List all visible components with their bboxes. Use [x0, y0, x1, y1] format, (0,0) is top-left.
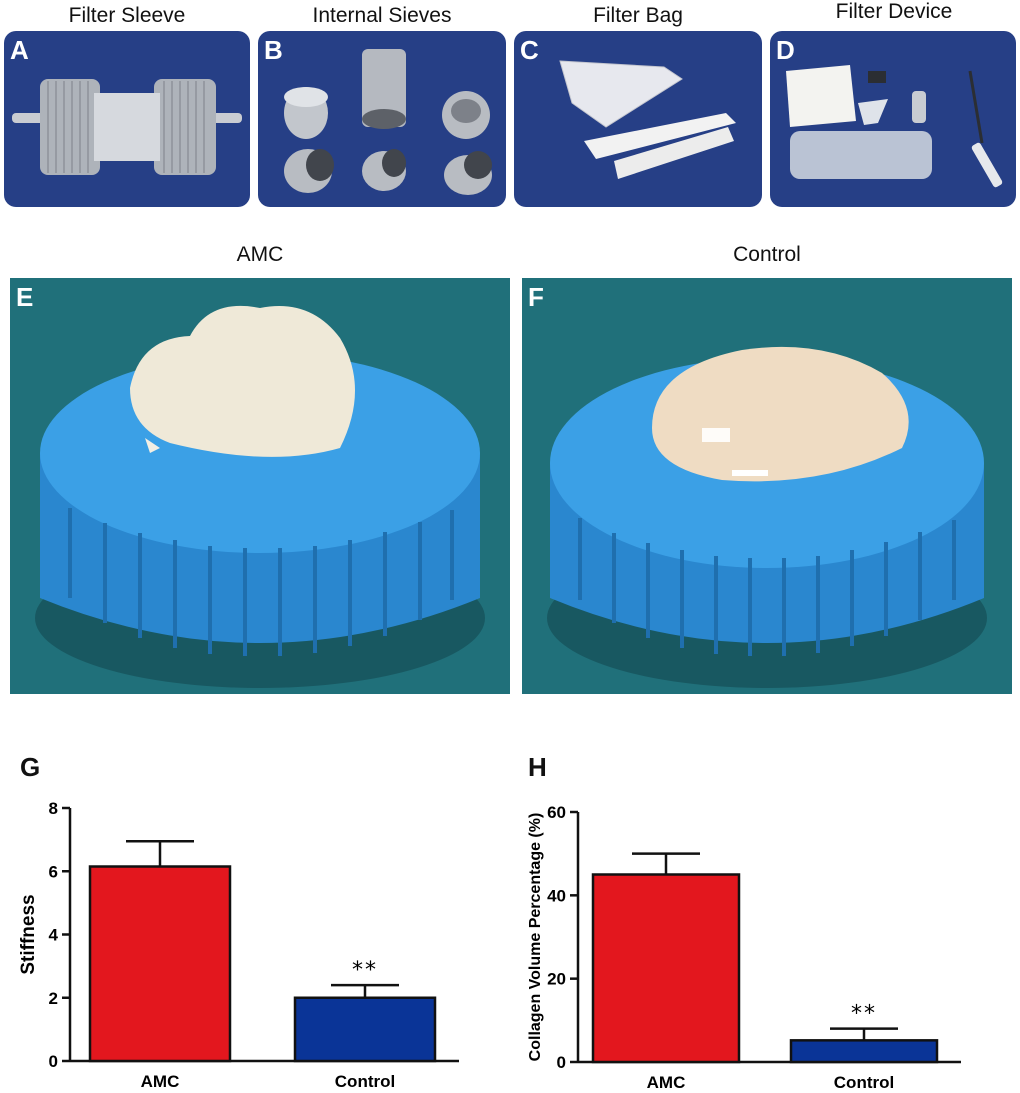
x-tick-label: Control [834, 1073, 894, 1092]
chart-letter-g: G [20, 752, 41, 782]
significance-marker: ** [352, 958, 378, 983]
filter-device-illustration [786, 65, 1003, 188]
panel-letter-b: B [264, 35, 283, 65]
y-tick-label: 60 [547, 803, 566, 822]
panel-letter-f: F [528, 282, 544, 312]
bar-amc [88, 865, 232, 1063]
chart-letter-h: H [528, 752, 547, 782]
filter-bag-illustration [559, 60, 736, 179]
panel-letter-c: C [520, 35, 539, 65]
x-tick-label: Control [335, 1072, 395, 1091]
y-tick-label: 8 [49, 799, 58, 818]
y-tick-label: 20 [547, 970, 566, 989]
caption-filter-bag: Filter Bag [593, 4, 683, 27]
y-axis-label: Collagen Volume Percentage (%) [527, 813, 544, 1062]
chart-g-svg: 0 2 4 6 8 Stiffness AMC Control ** [18, 799, 459, 1091]
caption-control: Control [733, 243, 801, 266]
y-tick-label: 4 [49, 926, 59, 945]
bar-amc [591, 873, 741, 1064]
caption-filter-device: Filter Device [835, 0, 953, 23]
panel-letter-d: D [776, 35, 795, 65]
caption-amc: AMC [236, 243, 284, 266]
panel-c-filter-bag-photo: C [514, 31, 762, 207]
y-tick-label: 0 [49, 1052, 58, 1071]
control-sample-illustration [522, 278, 1012, 694]
panel-d-filter-device-photo: D [770, 31, 1016, 207]
panel-a-filter-sleeve-photo: A [4, 31, 250, 207]
significance-marker: ** [851, 1002, 877, 1027]
bar-control [789, 1039, 939, 1064]
panel-letter-e: E [16, 282, 34, 312]
y-tick-label: 40 [547, 886, 566, 905]
caption-internal-sieves: Internal Sieves [312, 4, 452, 27]
y-tick-label: 2 [49, 989, 58, 1008]
filter-sleeve-illustration [12, 79, 242, 175]
panel-letter-a: A [10, 35, 29, 65]
y-tick-label: 6 [49, 862, 58, 881]
caption-filter-sleeve: Filter Sleeve [68, 4, 186, 27]
panel-f-control-photo: F [522, 278, 1012, 694]
panel-e-amc-photo: E [10, 278, 510, 694]
x-tick-label: AMC [647, 1073, 686, 1092]
chart-g-stiffness: 0 2 4 6 8 Stiffness AMC Control ** [0, 780, 500, 1093]
panel-b-internal-sieves-photo: B [258, 31, 506, 207]
x-tick-label: AMC [141, 1072, 180, 1091]
chart-h-collagen: 0 20 40 60 Collagen Volume Percentage (%) AMC… [510, 780, 1020, 1093]
y-axis-label: Stiffness [18, 894, 39, 974]
bar-control [293, 996, 437, 1063]
amc-sample-illustration [10, 278, 510, 694]
internal-sieves-illustration [284, 49, 492, 195]
y-tick-label: 0 [557, 1053, 566, 1072]
